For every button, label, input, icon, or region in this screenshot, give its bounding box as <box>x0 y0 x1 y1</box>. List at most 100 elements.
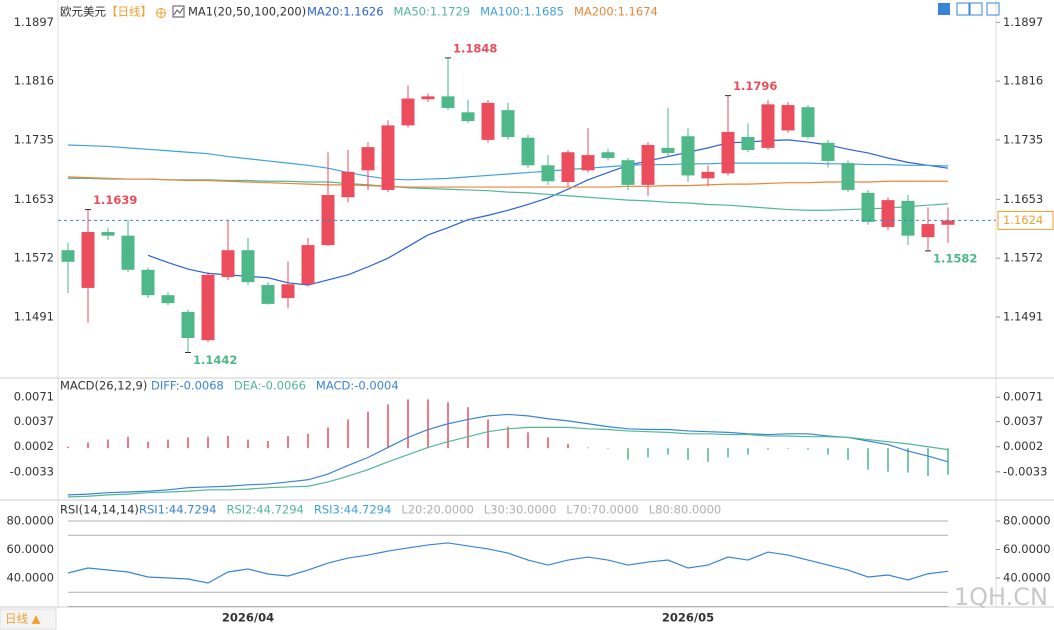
y-tick-label: 0.0071 <box>14 390 54 404</box>
symbol-title: 欧元美元 <box>60 5 106 19</box>
candle-body <box>901 200 915 236</box>
candle-body <box>221 250 235 278</box>
indicator-line <box>67 144 949 181</box>
candle-body <box>301 245 315 285</box>
indicator-line <box>67 542 949 584</box>
y-tick-label: 1.1897 <box>14 15 54 29</box>
candle-body <box>521 137 535 166</box>
candle-body <box>881 200 895 227</box>
rsi-title: RSI(14,14,14) <box>60 503 139 517</box>
y-tick-label: -0.0033 <box>10 464 54 478</box>
period-label[interactable]: 【日线】 <box>106 5 152 19</box>
y-tick-label-right: 1.1816 <box>1003 74 1043 88</box>
candle-body <box>261 285 275 304</box>
candle-body <box>181 311 195 338</box>
y-tick-label-right: 0.0071 <box>1003 390 1043 404</box>
legend-entry: L70:70.0000 <box>566 503 638 517</box>
candle-body <box>141 269 155 296</box>
candle-body <box>241 250 255 283</box>
y-tick-label-right: 80.0000 <box>1003 514 1051 528</box>
legend-entry: DIFF:-0.0068 <box>151 379 224 393</box>
candle-body <box>441 96 455 108</box>
candle-body <box>341 171 355 198</box>
legend-entry: MA20:1.1626 <box>307 5 384 19</box>
candle-body <box>121 235 135 270</box>
y-tick-label-right: 0.0002 <box>1003 439 1043 453</box>
toolbar-button[interactable] <box>938 3 950 15</box>
legend-entry: L30:30.0000 <box>484 503 556 517</box>
indicator-icon-glyph <box>173 7 184 16</box>
y-tick-label: 0.0037 <box>14 414 54 428</box>
candle-body <box>621 160 635 185</box>
candle-body <box>61 250 75 262</box>
candle-body <box>361 147 375 171</box>
macd-title: MACD(26,12,9) <box>60 379 147 393</box>
y-tick-label-right: 1.1735 <box>1003 132 1043 146</box>
legend-entry: MA50:1.1729 <box>394 5 471 19</box>
candle-body <box>921 224 935 238</box>
y-tick-label-right: 1.1572 <box>1003 251 1043 265</box>
low-label: 1.1582 <box>933 251 977 265</box>
y-tick-label: 1.1816 <box>14 74 54 88</box>
last-price-box <box>997 210 1054 230</box>
candle-body <box>821 142 835 161</box>
y-tick-label: 1.1735 <box>14 132 54 146</box>
candle-body <box>161 295 175 304</box>
legend-entry: L20:20.0000 <box>401 503 473 517</box>
y-tick-label: 0.0002 <box>14 439 54 453</box>
candle-body <box>281 284 295 299</box>
candle-body <box>601 152 615 159</box>
y-tick-label-right: 1.1897 <box>1003 15 1043 29</box>
y-tick-label-right: 1.1653 <box>1003 192 1043 206</box>
indicator-line <box>67 176 948 188</box>
y-tick-label: 1.1572 <box>14 251 54 265</box>
last-price-label: 1.1624 <box>1003 213 1043 227</box>
candle-body <box>501 110 515 137</box>
y-tick-label: 60.0000 <box>6 542 54 556</box>
period-switch-label[interactable]: 日线 ▲ <box>5 612 41 626</box>
high-label: 1.1848 <box>453 41 497 55</box>
high-label: 1.1639 <box>93 193 137 207</box>
legend-entry: L80:80.0000 <box>649 503 721 517</box>
y-tick-label: 40.0000 <box>6 571 54 585</box>
candle-body <box>741 136 755 151</box>
legend-entry: DEA:-0.0066 <box>234 379 306 393</box>
candle-body <box>561 152 575 182</box>
candle-body <box>681 136 695 176</box>
y-tick-label-right: 1.1491 <box>1003 309 1043 323</box>
candle-body <box>541 165 555 182</box>
candle-body <box>721 131 735 174</box>
indicator-line <box>67 426 949 498</box>
candle-body <box>941 220 955 225</box>
candle-body <box>481 102 495 140</box>
candle-body <box>381 125 395 190</box>
y-tick-label-right: 60.0000 <box>1003 542 1051 556</box>
period-switch[interactable] <box>0 608 57 630</box>
candle-body <box>641 144 655 185</box>
watermark: 1QH.CN <box>954 583 1048 611</box>
candle-body <box>401 98 415 126</box>
high-label: 1.1796 <box>733 79 777 93</box>
legend-entry: RSI1:44.7294 <box>139 503 216 517</box>
indicator-line <box>68 177 949 211</box>
x-tick-label: 2026/04 <box>222 611 274 625</box>
zoom-icon[interactable] <box>156 8 166 18</box>
y-tick-label: 80.0000 <box>6 514 54 528</box>
toolbar-button[interactable] <box>956 2 970 16</box>
candle-body <box>421 96 435 100</box>
toolbar-button[interactable] <box>969 2 983 16</box>
legend-entry: RSI2:44.7294 <box>226 503 303 517</box>
candle-body <box>101 232 115 236</box>
candle-body <box>861 192 875 222</box>
candle-body <box>81 232 95 288</box>
candle-body <box>781 105 795 131</box>
candle-body <box>841 163 855 190</box>
indicator-line <box>67 413 949 496</box>
toolbar-button[interactable] <box>986 2 1000 16</box>
candle-body <box>581 155 595 171</box>
indicator-icon[interactable] <box>172 5 185 18</box>
indicator-line <box>147 139 949 286</box>
y-tick-label-right: 40.0000 <box>1003 571 1051 585</box>
